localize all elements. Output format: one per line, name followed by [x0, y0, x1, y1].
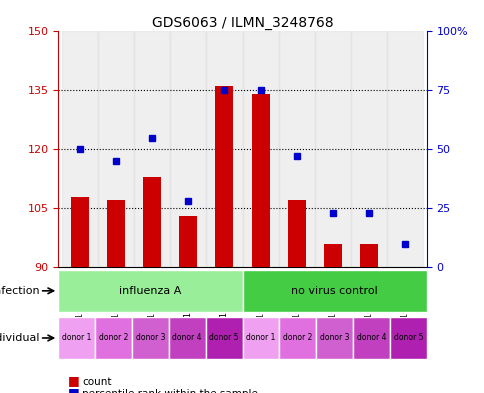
Bar [350, 31, 386, 267]
Bar [215, 86, 233, 267]
FancyBboxPatch shape [58, 317, 95, 359]
Bar [251, 94, 269, 267]
Bar [98, 31, 134, 267]
FancyBboxPatch shape [205, 317, 242, 359]
FancyBboxPatch shape [58, 270, 242, 312]
Text: no virus control: no virus control [291, 286, 377, 296]
FancyBboxPatch shape [316, 317, 352, 359]
Text: ■: ■ [68, 386, 79, 393]
Text: donor 3: donor 3 [136, 334, 165, 342]
Bar [61, 31, 98, 267]
Text: donor 5: donor 5 [209, 334, 238, 342]
FancyBboxPatch shape [95, 317, 132, 359]
Bar [359, 244, 377, 267]
FancyBboxPatch shape [279, 317, 316, 359]
Bar [323, 244, 341, 267]
Text: donor 2: donor 2 [283, 334, 312, 342]
Text: count: count [82, 377, 112, 387]
FancyBboxPatch shape [352, 317, 389, 359]
Text: influenza A: influenza A [119, 286, 181, 296]
FancyBboxPatch shape [132, 317, 168, 359]
FancyBboxPatch shape [242, 317, 279, 359]
Text: donor 5: donor 5 [393, 334, 422, 342]
Text: ■: ■ [68, 374, 79, 387]
Bar [386, 31, 423, 267]
Text: donor 2: donor 2 [99, 334, 128, 342]
Bar [107, 200, 125, 267]
Bar [170, 31, 206, 267]
Bar [143, 177, 161, 267]
Text: donor 3: donor 3 [319, 334, 348, 342]
Bar [71, 196, 89, 267]
Bar [242, 31, 278, 267]
Text: infection: infection [0, 286, 40, 296]
Bar [134, 31, 170, 267]
Text: donor 1: donor 1 [62, 334, 91, 342]
Text: individual: individual [0, 333, 40, 343]
Bar [314, 31, 350, 267]
FancyBboxPatch shape [389, 317, 426, 359]
FancyBboxPatch shape [168, 317, 205, 359]
Text: GDS6063 / ILMN_3248768: GDS6063 / ILMN_3248768 [151, 16, 333, 30]
Text: donor 4: donor 4 [172, 334, 201, 342]
Text: donor 4: donor 4 [356, 334, 385, 342]
Text: percentile rank within the sample: percentile rank within the sample [82, 389, 258, 393]
Text: donor 1: donor 1 [246, 334, 275, 342]
Bar [287, 200, 305, 267]
Bar [278, 31, 314, 267]
FancyBboxPatch shape [242, 270, 426, 312]
Bar [179, 216, 197, 267]
Bar [206, 31, 242, 267]
